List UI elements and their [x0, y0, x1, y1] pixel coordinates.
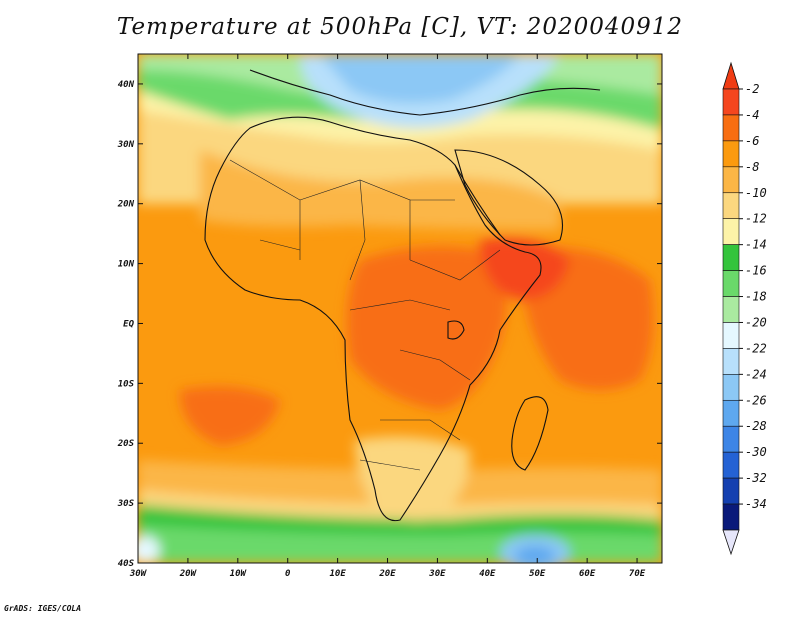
colorbar-over-arrow — [722, 61, 740, 90]
colorbar-swatch — [722, 166, 740, 194]
x-tick-label: 30W — [129, 569, 148, 579]
lake-victoria — [447, 320, 465, 340]
x-tick-label: 20E — [378, 569, 396, 579]
temperature-field — [138, 54, 662, 563]
x-tick-label: 20W — [179, 569, 198, 579]
colorbar-swatch — [722, 322, 740, 349]
colorbar-label: -32 — [745, 471, 767, 485]
y-tick-label: 20S — [117, 439, 135, 449]
colorbar-swatch — [722, 218, 740, 245]
colorbar-swatch — [722, 348, 740, 375]
europe-coastline — [249, 69, 601, 116]
colorbar-label: -2 — [745, 82, 759, 96]
colorbar-swatch — [722, 88, 740, 116]
colorbar-label: -24 — [745, 367, 767, 381]
colorbar-label: -22 — [745, 341, 767, 355]
colorbar-swatch — [722, 244, 740, 271]
y-tick-label: 30N — [117, 140, 135, 150]
x-tick-label: 10E — [329, 569, 346, 579]
arabia-coastline — [454, 149, 564, 246]
colorbar-under-arrow — [722, 529, 740, 556]
colorbar-label: -34 — [745, 497, 767, 511]
colorbar-label: -18 — [745, 290, 767, 304]
colorbar-label: -14 — [745, 238, 767, 252]
colorbar-swatch — [722, 451, 740, 479]
colorbar-label: -8 — [745, 160, 759, 174]
colorbar-label: -26 — [745, 393, 767, 407]
y-tick-label: 40N — [118, 80, 135, 90]
y-tick-label: EQ — [123, 319, 134, 329]
y-tick-label: 10S — [118, 379, 135, 389]
x-tick-label: 0 — [285, 569, 291, 579]
y-tick-label: 30S — [117, 499, 135, 509]
x-tick-label: 60E — [579, 569, 596, 579]
colorbar-swatch — [722, 114, 740, 142]
colorbar-label: -12 — [745, 212, 767, 226]
africa-coastline — [204, 116, 542, 522]
colorbar-label: -28 — [745, 419, 767, 433]
coastlines — [204, 69, 601, 522]
grads-credit: GrADS: IGES/COLA — [4, 604, 82, 613]
colorbar-label: -30 — [745, 445, 767, 459]
colorbar-swatch — [722, 399, 740, 427]
colorbar-swatch — [722, 425, 740, 453]
colorbar-swatch — [722, 374, 740, 401]
colorbar-swatch — [722, 140, 740, 168]
x-tick-label: 50E — [529, 569, 546, 579]
colorbar-label: -20 — [745, 315, 767, 329]
y-tick-label: 20N — [117, 200, 135, 210]
colorbar-swatch — [722, 270, 740, 297]
colorbar-swatch — [722, 503, 740, 531]
colorbar-swatch — [722, 296, 740, 323]
colorbar-label: -16 — [745, 264, 767, 278]
x-tick-label: 70E — [629, 569, 646, 579]
y-tick-label: 40S — [118, 559, 135, 569]
colorbar-label: -4 — [745, 108, 759, 122]
country-borders — [229, 159, 501, 471]
x-tick-label: 30E — [428, 569, 446, 579]
colorbar-label: -6 — [745, 134, 759, 148]
red-sea-coastline — [454, 164, 501, 236]
chart-title: Temperature at 500hPa [C], VT: 202004091… — [116, 14, 684, 40]
plot-frame — [137, 53, 663, 564]
colorbar-swatch — [722, 192, 740, 220]
x-tick-label: 40E — [479, 569, 496, 579]
y-tick-label: 10N — [118, 260, 135, 270]
madagascar-coastline — [511, 396, 549, 471]
colorbar-swatch — [722, 477, 740, 505]
colorbar-label: -10 — [745, 186, 767, 200]
x-tick-label: 10W — [230, 569, 248, 579]
